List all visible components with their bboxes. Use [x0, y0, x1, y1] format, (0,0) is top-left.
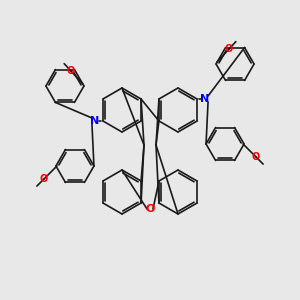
Text: O: O: [252, 152, 260, 162]
Text: N: N: [200, 94, 210, 104]
Text: O: O: [40, 174, 48, 184]
Text: O: O: [67, 66, 75, 76]
Text: N: N: [90, 116, 100, 126]
Text: O: O: [225, 44, 233, 54]
Text: O: O: [145, 204, 155, 214]
